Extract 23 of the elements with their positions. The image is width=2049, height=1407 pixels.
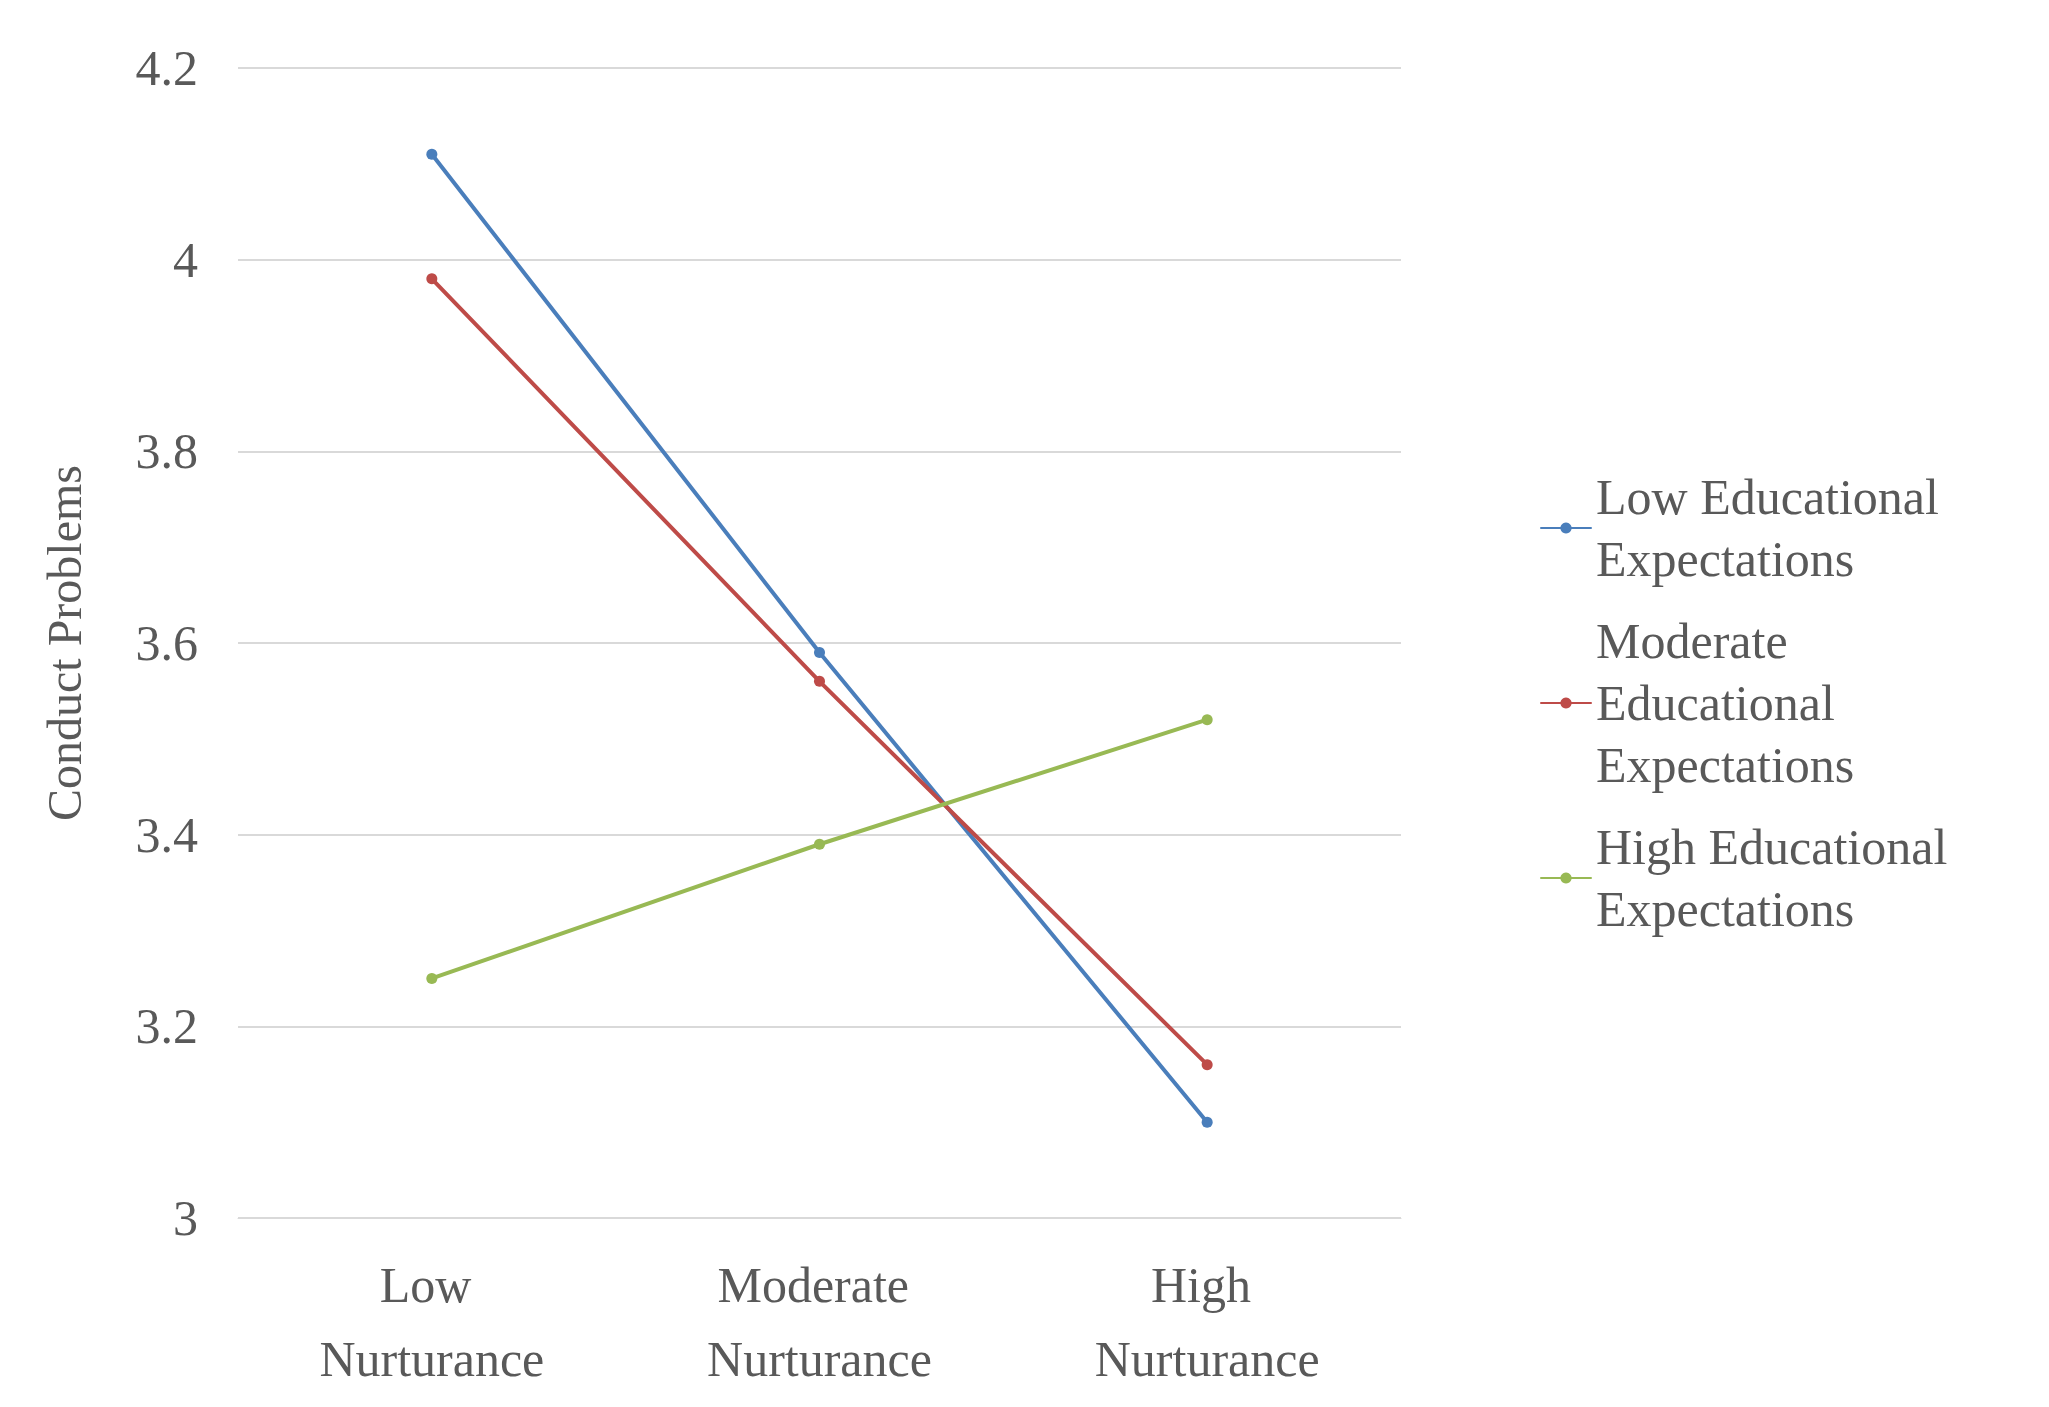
legend-label: Moderate Educational Expectations <box>1596 613 1855 793</box>
point <box>814 647 825 659</box>
y-tick-label: 3.8 <box>135 423 198 480</box>
x-tick-label: Low Nurturance <box>319 1257 545 1387</box>
y-tick-label: 3.6 <box>135 615 198 671</box>
legend-label: Low Educational Expectations <box>1596 469 1952 587</box>
y-tick-label: 3.2 <box>135 998 198 1055</box>
point <box>426 972 438 984</box>
point <box>1201 714 1213 726</box>
y-tick-label: 3.4 <box>135 806 198 863</box>
x-tick-label: High Nurturance <box>1094 1257 1320 1387</box>
point <box>814 838 825 850</box>
point <box>426 148 438 160</box>
y-tick-label: 3 <box>173 1190 198 1246</box>
legend-label: High Educational Expectations <box>1596 819 1960 937</box>
x-tick-label: Moderate Nurturance <box>707 1257 932 1387</box>
y-axis-title: Conduct Problems <box>37 465 91 821</box>
point <box>814 675 825 687</box>
y-tick-label: 4.2 <box>135 40 198 96</box>
point <box>1201 1116 1213 1128</box>
point <box>1201 1059 1213 1071</box>
y-tick-label: 4 <box>173 231 198 288</box>
point <box>426 273 438 285</box>
